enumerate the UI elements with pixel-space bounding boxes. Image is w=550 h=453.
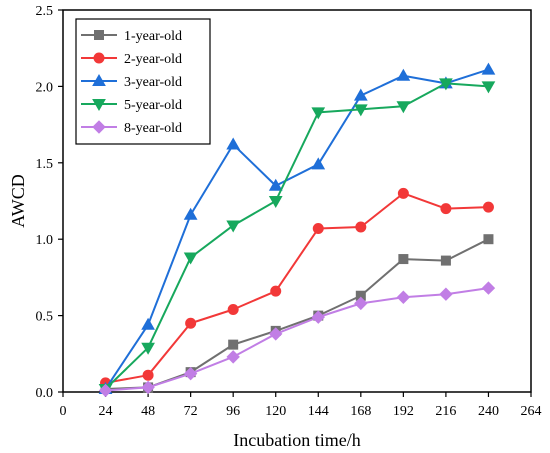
y-tick-label-0.5: 0.5 <box>36 310 54 325</box>
x-tick-label-0: 0 <box>60 404 67 419</box>
series-2-year-old <box>100 187 494 389</box>
x-tick-label-72: 72 <box>184 404 198 419</box>
data-point-3-year-old-96 <box>226 137 241 150</box>
legend-label-3-year-old: 3-year-old <box>124 75 182 90</box>
data-point-2-year-old-240 <box>482 201 494 213</box>
y-tick-label-2.0: 2.0 <box>36 80 54 95</box>
x-tick-label-216: 216 <box>435 404 456 419</box>
series-line-8-year-old <box>104 287 490 392</box>
plot-frame <box>62 9 532 393</box>
x-tick-label-24: 24 <box>99 404 113 419</box>
x-tick-label-192: 192 <box>393 404 414 419</box>
series-line-2-year-old <box>104 192 490 384</box>
y-axis-label: AWCD <box>8 174 28 228</box>
legend-label-8-year-old: 8-year-old <box>124 121 182 136</box>
data-point-2-year-old-216 <box>440 203 452 215</box>
data-point-3-year-old-240 <box>481 62 496 75</box>
data-point-5-year-old-192 <box>396 101 411 114</box>
data-point-2-year-old-192 <box>397 187 409 199</box>
data-point-1-year-old-192 <box>398 254 409 265</box>
x-axis-label: Incubation time/h <box>233 430 360 450</box>
data-point-5-year-old-240 <box>481 81 496 94</box>
data-point-8-year-old-168 <box>354 296 368 311</box>
data-point-3-year-old-72 <box>183 207 198 220</box>
series-line-5-year-old <box>104 82 490 390</box>
legend-marker-5-year-old <box>92 99 106 112</box>
data-point-2-year-old-168 <box>355 221 367 233</box>
data-point-2-year-old-144 <box>312 223 324 235</box>
data-point-8-year-old-48 <box>141 380 155 395</box>
data-point-3-year-old-48 <box>141 317 155 330</box>
data-point-2-year-old-96 <box>227 303 239 315</box>
data-point-5-year-old-48 <box>141 342 155 355</box>
data-point-3-year-old-144 <box>311 157 326 170</box>
x-tick-label-168: 168 <box>350 404 371 419</box>
plot-layer: 0 24 48 72 96 120 144 168 192 216 240 264 0.0 0.5 1.0 1… <box>36 4 542 419</box>
data-point-2-year-old-48 <box>142 369 154 381</box>
x-tick-label-48: 48 <box>141 404 155 419</box>
data-point-8-year-old-240 <box>481 281 496 295</box>
legend-label-1-year-old: 1-year-old <box>124 29 182 44</box>
y-tick-label-1.5: 1.5 <box>36 157 54 172</box>
legend-label-5-year-old: 5-year-old <box>124 98 182 113</box>
data-point-5-year-old-168 <box>353 104 368 117</box>
data-point-5-year-old-144 <box>311 107 326 120</box>
data-point-3-year-old-120 <box>268 178 283 191</box>
data-point-1-year-old-240 <box>483 234 494 245</box>
data-point-2-year-old-120 <box>270 285 282 297</box>
legend: 1-year-old 2-year-old 3-year-old 5-year-old… <box>75 18 211 145</box>
series-line-3-year-old <box>104 68 490 390</box>
y-tick-label-2.5: 2.5 <box>36 4 54 19</box>
data-point-5-year-old-96 <box>226 220 241 233</box>
data-point-8-year-old-96 <box>226 350 240 364</box>
data-point-2-year-old-72 <box>185 317 197 329</box>
x-tick-label-144: 144 <box>308 404 329 419</box>
legend-label-2-year-old: 2-year-old <box>124 52 182 67</box>
series-8-year-old <box>98 281 496 398</box>
x-tick-label-240: 240 <box>478 404 499 419</box>
data-point-5-year-old-216 <box>439 78 453 91</box>
x-tick-label-96: 96 <box>226 404 240 419</box>
legend-marker-1-year-old <box>94 30 104 40</box>
y-tick-label-0.0: 0.0 <box>36 386 54 401</box>
legend-marker-2-year-old <box>93 52 105 64</box>
data-point-1-year-old-96 <box>228 339 239 350</box>
data-point-8-year-old-72 <box>183 366 198 381</box>
data-point-8-year-old-192 <box>396 290 411 304</box>
data-point-8-year-old-120 <box>269 327 283 341</box>
data-point-8-year-old-24 <box>98 383 113 398</box>
legend-marker-8-year-old <box>92 120 106 134</box>
data-point-5-year-old-120 <box>268 196 283 209</box>
data-point-3-year-old-192 <box>396 68 411 81</box>
x-tick-label-264: 264 <box>521 404 542 419</box>
data-point-3-year-old-168 <box>353 88 368 101</box>
data-point-5-year-old-72 <box>183 252 198 265</box>
data-point-1-year-old-216 <box>440 255 451 266</box>
data-point-8-year-old-216 <box>439 287 453 301</box>
data-point-8-year-old-144 <box>311 310 325 324</box>
y-tick-label-1.0: 1.0 <box>36 233 54 248</box>
legend-marker-3-year-old <box>92 73 106 86</box>
x-tick-label-120: 120 <box>265 404 286 419</box>
